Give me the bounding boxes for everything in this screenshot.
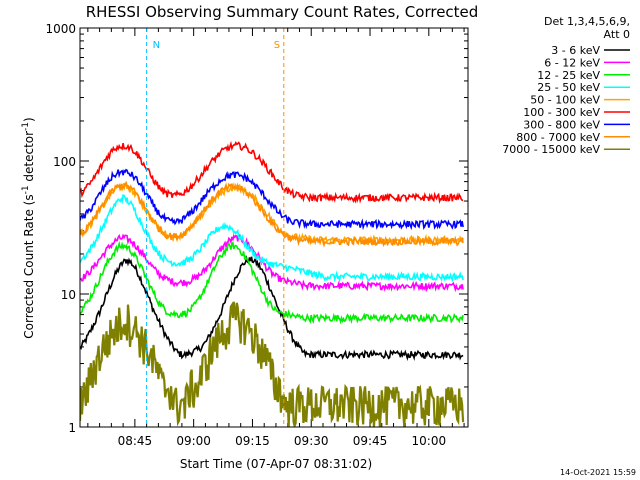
footer-timestamp: 14-Oct-2021 15:59 [560,468,636,477]
y-tick-label: 10 [61,288,76,302]
x-axis-label: Start Time (07-Apr-07 08:31:02) [180,457,372,471]
series-line-6 [80,168,464,231]
series-line-5 [80,140,464,204]
series-line-4 [80,181,464,246]
annotation-label-1: S [274,40,280,51]
y-axis-label-mid: detector [22,131,36,186]
legend-label-2: 12 - 25 keV [537,69,600,82]
legend-label-3: 25 - 50 keV [537,81,600,94]
x-tick-label: 09:00 [176,434,211,448]
legend-header-line1: Det 1,3,4,5,6,9, [544,15,630,28]
legend-label-7: 800 - 7000 keV [516,131,600,144]
x-tick-label: 10:00 [412,434,447,448]
y-tick-label: 100 [53,155,76,169]
x-tick-label: 09:45 [353,434,388,448]
y-axis-label-suffix: ) [22,117,36,122]
y-tick-label: 1000 [45,22,76,36]
series-line-0 [80,255,464,362]
legend-label-6: 300 - 800 keV [523,118,600,131]
plot-frame [79,27,469,428]
y-axis-label-prefix: Corrected Count Rate (s [22,194,36,338]
y-axis-label: Corrected Count Rate (s-1 detector-1) [21,117,36,338]
annotation-label-0: N [153,40,160,51]
legend-label-5: 100 - 300 keV [523,106,600,119]
x-tick-label: 09:30 [294,434,329,448]
series-line-2 [80,240,464,325]
legend-header-line2: Att 0 [604,28,630,41]
series-line-7 [80,180,464,248]
y-axis-label-sup2: -1 [21,122,31,131]
series-line-3 [80,194,464,283]
series-group [80,28,465,427]
y-tick-label: 1 [68,421,76,435]
x-tick-label: 08:45 [118,434,153,448]
y-axis-label-sup1: -1 [21,185,31,194]
plot-area: 1 10 100 1000 08:45 09:00 09:15 09:30 09:45 10:00… [45,22,468,448]
legend-label-1: 6 - 12 keV [544,56,600,69]
x-tick-label: 09:15 [235,434,270,448]
legend-label-0: 3 - 6 keV [551,44,600,57]
legend-label-8: 7000 - 15000 keV [502,143,600,156]
legend-label-4: 50 - 100 keV [530,94,600,107]
series-line-8 [80,301,465,427]
series-line-1 [80,233,464,293]
chart-title: RHESSI Observing Summary Count Rates, Co… [86,3,479,21]
